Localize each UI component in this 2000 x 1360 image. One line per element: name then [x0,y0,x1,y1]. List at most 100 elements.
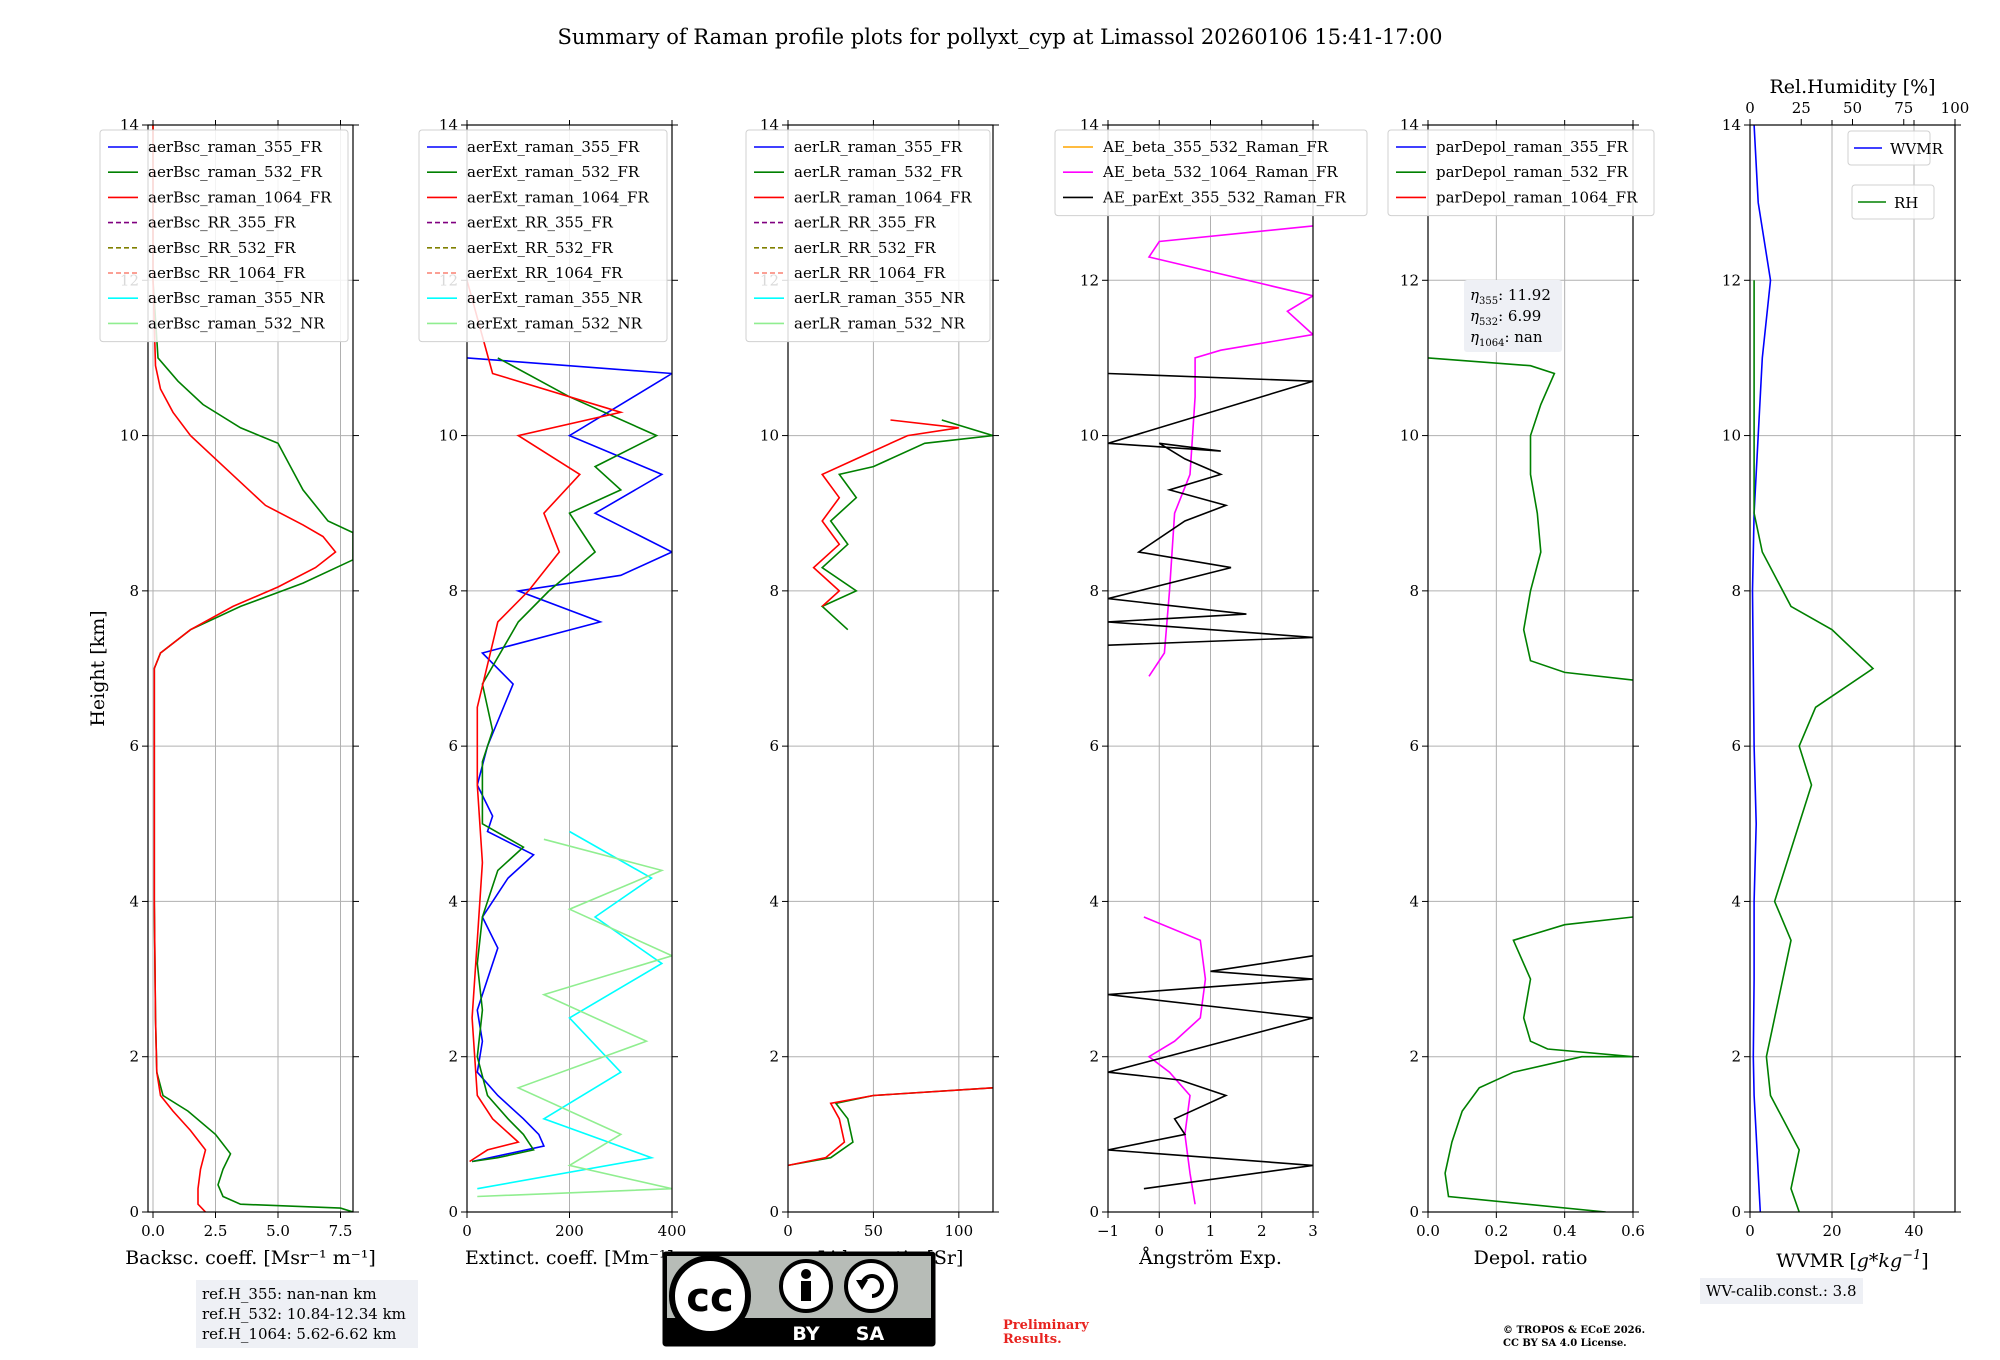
series-line [1143,916,1207,1205]
y-tick-label: 2 [1409,1048,1419,1066]
legend-label: parDepol_raman_355_FR [1436,138,1629,156]
y-tick-label: 0 [1409,1203,1419,1221]
series-group [152,125,353,1212]
cc-license-badge: cc BY SA [662,1251,936,1347]
y-tick-label: 10 [120,427,139,445]
legend-label: aerLR_raman_532_FR [794,163,963,181]
x-tick-label: 0.0 [141,1222,165,1240]
figure-title: Summary of Raman profile plots for polly… [557,25,1442,49]
y-tick-label: 8 [129,582,139,600]
legend-label: aerBsc_RR_532_FR [148,239,296,257]
x-tick-label: 1 [1206,1222,1216,1240]
legend-label: AE_parExt_355_532_Raman_FR [1102,188,1347,206]
legend-label: WVMR [1890,140,1944,158]
series-line [1147,225,1313,677]
x-axis-label: Ångström Exp. [1138,1247,1282,1269]
y-tick-label: 6 [1731,737,1741,755]
y-tick-label: 12 [1400,271,1419,289]
person-icon [801,1269,811,1279]
wv-calibration-box: WV-calib.const.: 3.8 [1700,1278,1863,1304]
copyright-line-1: © TROPOS & ECoE 2026. [1503,1325,1646,1336]
y-tick-label: 8 [1089,582,1099,600]
series-line [788,1087,993,1167]
x-tick-label: 100 [945,1222,974,1240]
y-tick-label: 10 [1722,427,1741,445]
y-tick-label: 14 [1722,116,1741,134]
y-tick-label: 2 [129,1048,139,1066]
legend-box: aerLR_raman_355_FR aerLR_raman_532_FR aerL… [745,129,991,343]
y-tick-label: 0 [1731,1203,1741,1221]
legend-label: aerLR_raman_355_FR [794,138,963,156]
top-x-tick-label: 75 [1894,99,1913,117]
legend-label: aerBsc_raman_1064_FR [148,188,332,206]
y-tick-label: 4 [769,892,779,910]
legend-label: aerExt_raman_532_NR [467,314,643,332]
legend-label: RH [1894,194,1918,212]
legend-label: aerBsc_raman_532_NR [148,314,325,332]
x-tick-label: 2.5 [204,1222,228,1240]
top-x-tick-label: 50 [1843,99,1862,117]
panel-extinction: 020040002468101214Extinct. coeff. [Mm⁻¹]… [418,116,687,1269]
series-line [1108,372,1313,646]
x-tick-label: 200 [555,1222,584,1240]
x-tick-label: 400 [658,1222,687,1240]
legend-label: aerBsc_RR_355_FR [148,214,296,232]
legend-label: aerLR_RR_1064_FR [794,264,946,282]
series-line [467,280,624,1163]
legend-label: aerBsc_RR_1064_FR [148,264,306,282]
legend-box: AE_beta_355_532_Raman_FR AE_beta_532_1064… [1054,129,1368,217]
legend-label: aerLR_raman_532_NR [794,314,965,332]
series-group [1751,125,1875,1212]
legend-label: aerExt_RR_355_FR [467,214,614,232]
series-line [1753,280,1875,1212]
series-line [1444,916,1633,1212]
x-tick-label: 0.6 [1621,1222,1645,1240]
reference-heights-box: ref.H_355: nan-nan km ref.H_532: 10.84-1… [196,1280,418,1348]
y-tick-label: 6 [129,737,139,755]
y-tick-label: 6 [1409,737,1419,755]
y-tick-label: 2 [1731,1048,1741,1066]
x-tick-label: 3 [1308,1222,1318,1240]
x-axis-label: WVMR [g*kg−1] [1776,1248,1928,1272]
x-tick-label: 40 [1904,1222,1923,1240]
legend-label: aerLR_RR_532_FR [794,239,936,257]
series-line [152,125,337,1212]
legend-label: parDepol_raman_532_FR [1436,163,1629,181]
legend-label: aerBsc_raman_355_FR [148,138,323,156]
y-tick-label: 10 [1400,427,1419,445]
series-line [788,1087,993,1167]
legend-label: aerLR_RR_355_FR [794,214,936,232]
y-tick-label: 4 [1409,892,1419,910]
series-group [1428,357,1633,1212]
series-group [1108,225,1313,1205]
series-line [477,830,664,1190]
ref-height-355: ref.H_355: nan-nan km [202,1285,377,1303]
x-tick-label: 50 [864,1222,883,1240]
eta-line: η532: 6.99 [1470,307,1541,328]
cc-text: cc [686,1275,733,1321]
by-text: BY [792,1323,819,1345]
y-axis-label: Height [km] [87,610,109,726]
legend-label: aerBsc_raman_355_NR [148,289,325,307]
y-tick-label: 4 [448,892,458,910]
y-tick-label: 8 [448,582,458,600]
legend-label: AE_beta_355_532_Raman_FR [1102,138,1329,156]
legend-label: aerBsc_raman_532_FR [148,163,323,181]
y-tick-label: 2 [1089,1048,1099,1066]
legend-label: aerLR_raman_355_NR [794,289,965,307]
axes-frame [1427,124,1634,1213]
y-tick-label: 8 [1409,582,1419,600]
legend-box: aerBsc_raman_355_FR aerBsc_raman_532_FRae… [99,129,349,343]
y-tick-label: 12 [1080,271,1099,289]
x-tick-label: 0 [783,1222,793,1240]
x-tick-label: 2 [1257,1222,1267,1240]
preliminary-note: Preliminary Results. [1003,1319,1089,1347]
top-x-tick-label: 0 [1745,99,1755,117]
panel-lidar-ratio: 05010002468101214Lidar ratio [Sr]aerLR_r… [745,116,999,1269]
x-axis-label: Depol. ratio [1474,1247,1588,1269]
legend-label: parDepol_raman_1064_FR [1436,188,1638,206]
y-tick-label: 2 [448,1048,458,1066]
y-tick-label: 4 [1731,892,1741,910]
x-tick-label: 5.0 [266,1222,290,1240]
